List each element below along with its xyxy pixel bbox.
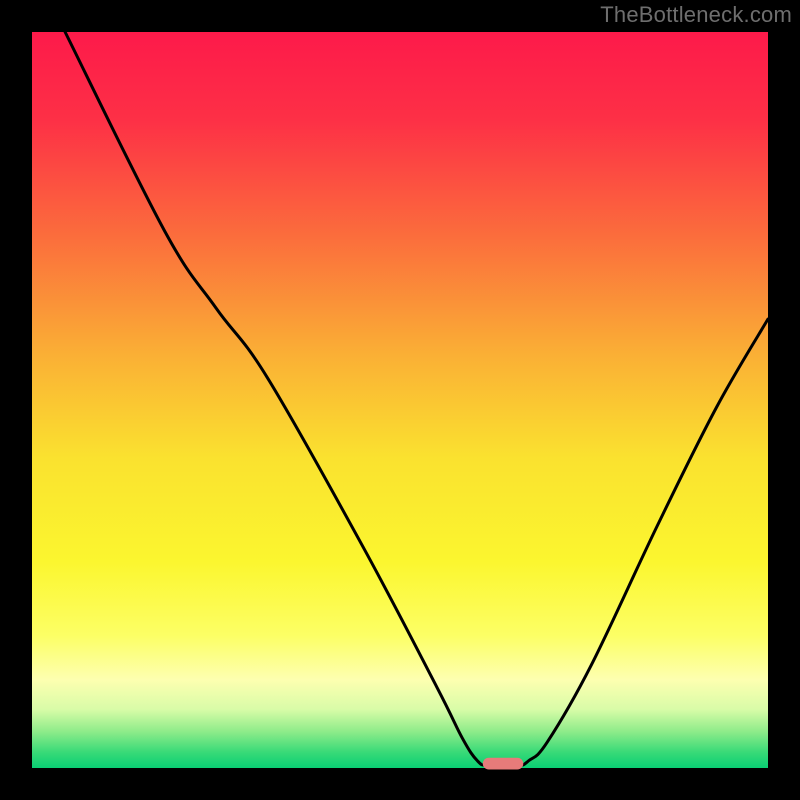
chart-container: TheBottleneck.com xyxy=(0,0,800,800)
watermark-text: TheBottleneck.com xyxy=(600,2,792,28)
bottleneck-chart xyxy=(0,0,800,800)
optimal-marker xyxy=(483,758,523,770)
plot-background xyxy=(32,32,768,768)
